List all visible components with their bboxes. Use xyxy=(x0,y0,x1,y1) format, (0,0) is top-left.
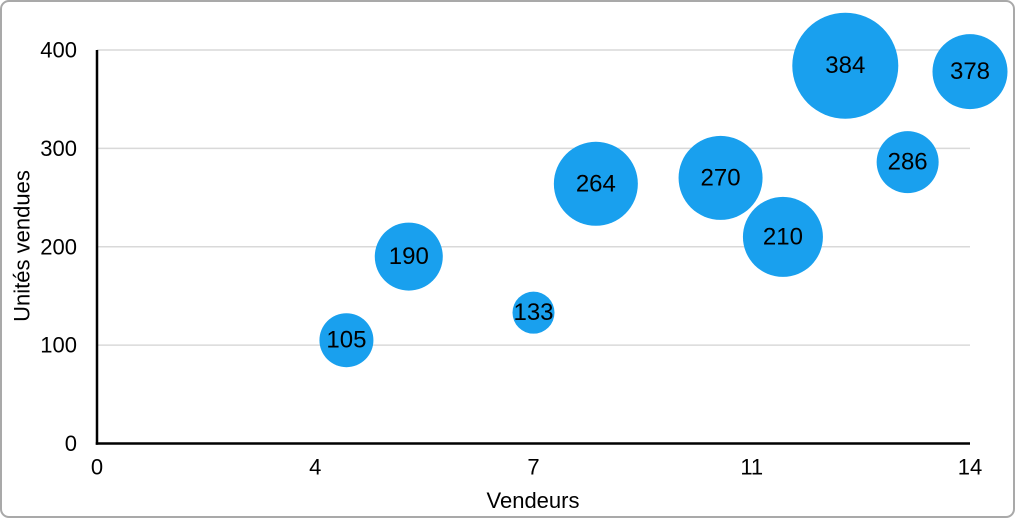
y-tick-label-200: 200 xyxy=(40,234,77,259)
bubble-label-384: 384 xyxy=(825,52,865,79)
axes xyxy=(95,50,970,445)
bubble-label-286: 286 xyxy=(888,149,928,176)
bubble-label-378: 378 xyxy=(950,58,990,85)
bubble-264 xyxy=(553,141,638,226)
bubble-384 xyxy=(792,12,899,119)
x-axis-tick-labels: 0 4 7 11 14 xyxy=(91,455,982,480)
x-tick-label-7: 7 xyxy=(527,455,539,480)
bubble-105 xyxy=(319,313,374,368)
y-axis-title: Unités vendues xyxy=(10,170,35,322)
x-tick-label-14: 14 xyxy=(958,455,982,480)
y-tick-label-400: 400 xyxy=(40,38,77,63)
bubble-label-270: 270 xyxy=(701,164,741,191)
y-tick-label-100: 100 xyxy=(40,333,77,358)
bubble-label-133: 133 xyxy=(513,299,553,326)
bubble-label-210: 210 xyxy=(763,223,803,250)
y-tick-label-0: 0 xyxy=(65,431,77,456)
x-tick-label-4: 4 xyxy=(309,455,321,480)
x-axis-title: Vendeurs xyxy=(487,488,580,513)
bubble-label-190: 190 xyxy=(389,243,429,270)
bubble-label-264: 264 xyxy=(576,170,616,197)
bubble-270 xyxy=(678,135,763,220)
bubble-210 xyxy=(742,196,823,277)
y-axis-tick-labels: 0 100 200 300 400 xyxy=(40,38,77,457)
x-tick-label-11: 11 xyxy=(740,455,763,480)
bubble-label-105: 105 xyxy=(326,327,366,354)
bubble-190 xyxy=(374,222,443,291)
x-tick-label-0: 0 xyxy=(91,455,103,480)
bubble-378 xyxy=(932,34,1008,110)
bubbles: 105 190 133 264 270 210 384 286 378 xyxy=(319,12,1008,368)
y-tick-label-300: 300 xyxy=(40,136,77,161)
bubble-286 xyxy=(876,131,939,194)
bubble-133 xyxy=(512,291,555,334)
